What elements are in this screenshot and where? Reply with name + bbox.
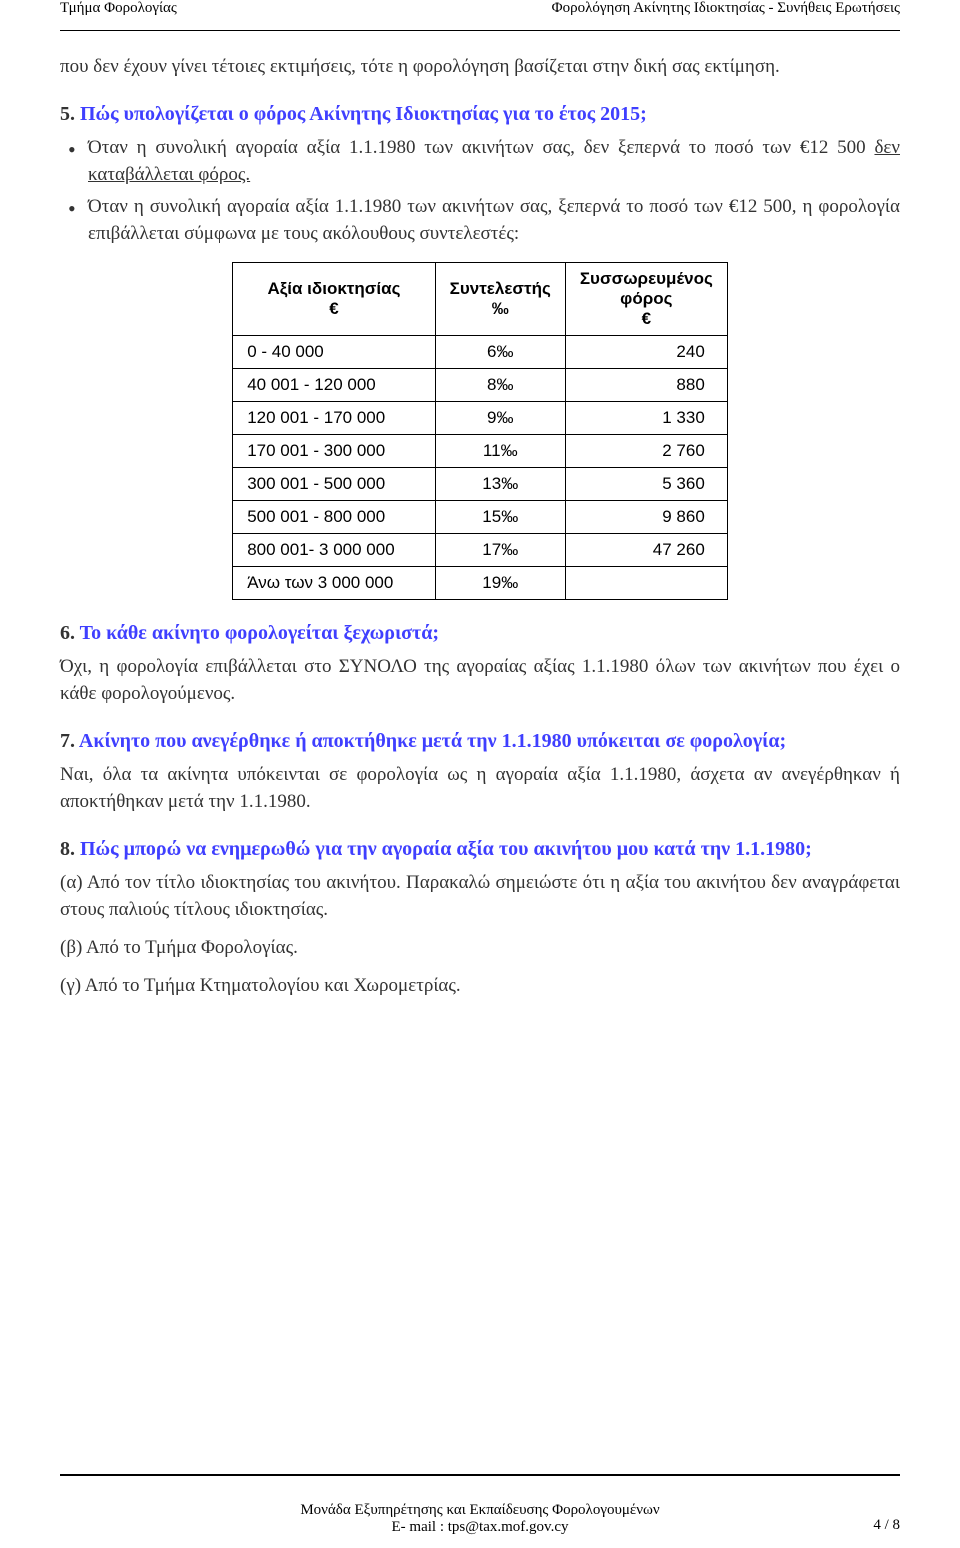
h3b: φόρος — [620, 289, 672, 308]
col-rate-header: Συντελεστής ‰ — [435, 262, 565, 335]
q6-heading: 6. Το κάθε ακίνητο φορολογείται ξεχωριστ… — [60, 620, 900, 647]
footer-page-number: 4 / 8 — [873, 1517, 900, 1534]
footer-center: Μονάδα Εξυπηρέτησης και Εκπαίδευσης Φορο… — [0, 1502, 960, 1536]
table-row: 120 001 - 170 0009‰1 330 — [233, 401, 728, 434]
q5-bullet-1: Όταν η συνολική αγοραία αξία 1.1.1980 τω… — [60, 134, 900, 189]
cell-a: 0 - 40 000 — [233, 335, 435, 368]
cell-c: 9 860 — [565, 500, 727, 533]
cell-b: 17‰ — [435, 533, 565, 566]
table-row: 300 001 - 500 00013‰5 360 — [233, 467, 728, 500]
q5-bullet-2: Όταν η συνολική αγοραία αξία 1.1.1980 τω… — [60, 193, 900, 248]
cell-a: 40 001 - 120 000 — [233, 368, 435, 401]
table-row: Άνω των 3 000 00019‰ — [233, 566, 728, 599]
header-left: Τμήμα Φορολογίας — [60, 0, 177, 17]
table-row: 170 001 - 300 00011‰2 760 — [233, 434, 728, 467]
cell-c: 240 — [565, 335, 727, 368]
q5-b1-text: Όταν η συνολική αγοραία αξία 1.1.1980 τω… — [88, 137, 874, 158]
h3: Συσσωρευμένος — [580, 269, 713, 288]
q7-heading: 7. Ακίνητο που ανεγέρθηκε ή αποκτήθηκε μ… — [60, 728, 900, 755]
table-header-row: Αξία ιδιοκτησίας € Συντελεστής ‰ Συσσωρε… — [233, 262, 728, 335]
cell-a: 800 001- 3 000 000 — [233, 533, 435, 566]
header-right: Φορολόγηση Ακίνητης Ιδιοκτησίας - Συνήθε… — [552, 0, 900, 17]
q8-answer-b: (β) Από το Τμήμα Φορολογίας. — [60, 934, 900, 962]
cell-a: Άνω των 3 000 000 — [233, 566, 435, 599]
q8-title: Πώς μπορώ να ενημερωθώ για την αγοραία α… — [80, 838, 812, 860]
header-row: Τμήμα Φορολογίας Φορολόγηση Ακίνητης Ιδι… — [60, 0, 900, 19]
q8-heading: 8. Πώς μπορώ να ενημερωθώ για την αγοραί… — [60, 836, 900, 863]
q5-heading: 5. Πώς υπολογίζεται ο φόρος Ακίνητης Ιδι… — [60, 101, 900, 128]
col-value-header: Αξία ιδιοκτησίας € — [233, 262, 435, 335]
cell-b: 11‰ — [435, 434, 565, 467]
footer-line2: E- mail : tps@tax.mof.gov.cy — [0, 1519, 960, 1536]
header-rule — [60, 19, 900, 31]
q8-number: 8. — [60, 838, 75, 860]
up — [565, 566, 727, 599]
cell-a: 300 001 - 500 000 — [233, 467, 435, 500]
footer-line1: Μονάδα Εξυπηρέτησης και Εκπαίδευσης Φορο… — [0, 1502, 960, 1519]
cell-c: 5 360 — [565, 467, 727, 500]
cell-b: 9‰ — [435, 401, 565, 434]
table-body: 0 - 40 0006‰240 40 001 - 120 0008‰880 12… — [233, 335, 728, 599]
table-row: 0 - 40 0006‰240 — [233, 335, 728, 368]
h1: Αξία ιδιοκτησίας — [267, 279, 400, 298]
cell-c: 47 260 — [565, 533, 727, 566]
cell-b: 15‰ — [435, 500, 565, 533]
q7-number: 7. — [60, 730, 75, 752]
table-row: 500 001 - 800 00015‰9 860 — [233, 500, 728, 533]
h1b: € — [329, 299, 338, 318]
cell-c: 2 760 — [565, 434, 727, 467]
q7-title: Ακίνητο που ανεγέρθηκε ή αποκτήθηκε μετά… — [79, 730, 786, 752]
cell-a: 500 001 - 800 000 — [233, 500, 435, 533]
spacer — [60, 31, 900, 53]
table-head: Αξία ιδιοκτησίας € Συντελεστής ‰ Συσσωρε… — [233, 262, 728, 335]
cell-a: 170 001 - 300 000 — [233, 434, 435, 467]
q6-number: 6. — [60, 622, 75, 644]
h3c: € — [642, 309, 651, 328]
cell-b: 19‰ — [435, 566, 565, 599]
cell-b: 6‰ — [435, 335, 565, 368]
footer-rule — [60, 1474, 900, 1476]
cell-a: 120 001 - 170 000 — [233, 401, 435, 434]
cell-c: 880 — [565, 368, 727, 401]
h2: Συντελεστής — [450, 279, 551, 298]
q7-body: Ναι, όλα τα ακίνητα υπόκεινται σε φορολο… — [60, 761, 900, 816]
q5-title: Πώς υπολογίζεται ο φόρος Ακίνητης Ιδιοκτ… — [80, 103, 647, 125]
intro-paragraph: που δεν έχουν γίνει τέτοιες εκτιμήσεις, … — [60, 53, 900, 81]
q5-bullets: Όταν η συνολική αγοραία αξία 1.1.1980 τω… — [60, 134, 900, 248]
cell-c: 1 330 — [565, 401, 727, 434]
q6-title: Το κάθε ακίνητο φορολογείται ξεχωριστά; — [80, 622, 439, 644]
cell-b: 13‰ — [435, 467, 565, 500]
page-header: Τμήμα Φορολογίας Φορολόγηση Ακίνητης Ιδι… — [60, 0, 900, 31]
col-tax-header: Συσσωρευμένος φόρος € — [565, 262, 727, 335]
q8-answer-c: (γ) Από το Τμήμα Κτηματολογίου και Χωρομ… — [60, 972, 900, 1000]
cell-b: 8‰ — [435, 368, 565, 401]
q5-number: 5. — [60, 103, 75, 125]
q8-answer-a: (α) Από τον τίτλο ιδιοκτησίας του ακινήτ… — [60, 869, 900, 924]
rates-table: Αξία ιδιοκτησίας € Συντελεστής ‰ Συσσωρε… — [232, 262, 728, 600]
table-row: 800 001- 3 000 00017‰47 260 — [233, 533, 728, 566]
h2b: ‰ — [492, 299, 509, 318]
q6-body: Όχι, η φορολογία επιβάλλεται στο ΣΥΝΟΛΟ … — [60, 653, 900, 708]
table-row: 40 001 - 120 0008‰880 — [233, 368, 728, 401]
